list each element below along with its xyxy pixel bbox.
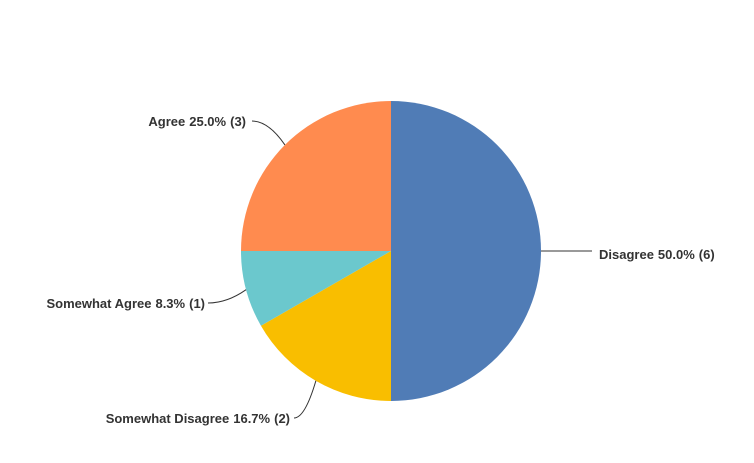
pie-slice	[241, 101, 391, 251]
slice-percent: 25.0%	[189, 114, 226, 129]
pie-slice	[260, 251, 391, 401]
slice-count: (6)	[699, 247, 715, 262]
slice-label: Somewhat Agree 8.3% (1)	[46, 296, 205, 311]
pie-slice	[241, 251, 391, 326]
slice-percent: 16.7%	[233, 411, 270, 426]
leader-line	[251, 120, 286, 146]
slice-count: (3)	[230, 114, 246, 129]
slice-category: Somewhat Disagree	[106, 411, 230, 426]
pie-slice	[391, 101, 541, 401]
slice-label: Agree 25.0% (3)	[148, 114, 246, 129]
slice-category: Disagree	[599, 247, 654, 262]
leader-line	[207, 289, 247, 304]
slice-label: Somewhat Disagree 16.7% (2)	[106, 411, 290, 426]
slice-count: (2)	[274, 411, 290, 426]
slice-label: Disagree 50.0% (6)	[599, 247, 715, 262]
leader-line	[293, 380, 317, 419]
slice-category: Agree	[148, 114, 185, 129]
slice-count: (1)	[189, 296, 205, 311]
slice-percent: 8.3%	[155, 296, 185, 311]
slice-percent: 50.0%	[658, 247, 695, 262]
slice-category: Somewhat Agree	[46, 296, 151, 311]
